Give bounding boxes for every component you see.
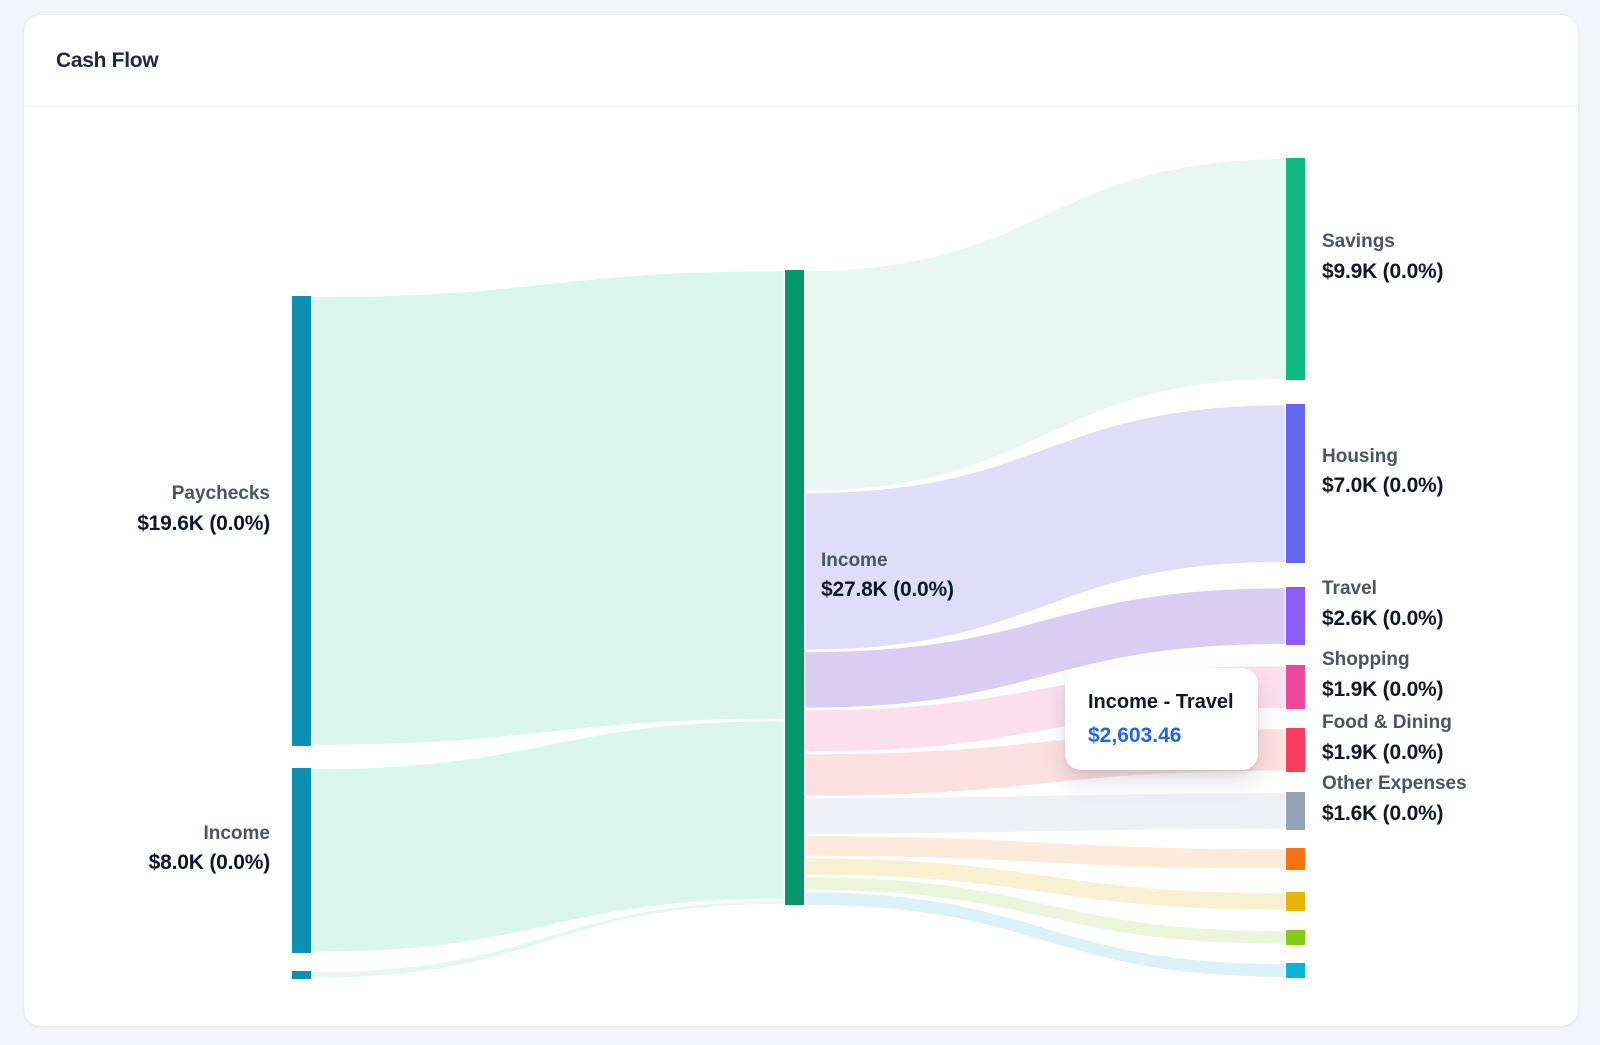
- flow-tooltip: Income - Travel $2,603.46: [1065, 668, 1258, 770]
- flow-income_src-income[interactable]: [309, 718, 787, 955]
- flow-paychecks-income[interactable]: [309, 268, 787, 748]
- node-paychecks[interactable]: [292, 296, 311, 746]
- flow-income-other_expenses[interactable]: [802, 790, 1288, 837]
- node-misc_cyan[interactable]: [1286, 963, 1305, 978]
- node-travel[interactable]: [1286, 587, 1305, 645]
- tooltip-value: $2,603.46: [1088, 724, 1182, 747]
- node-income_src[interactable]: [292, 768, 311, 953]
- node-misc_yellow[interactable]: [1286, 892, 1305, 911]
- card-header: Cash Flow: [24, 15, 1578, 107]
- card-title: Cash Flow: [56, 48, 159, 72]
- node-income[interactable]: [785, 270, 804, 905]
- tooltip-title: Income - Travel: [1088, 691, 1234, 713]
- node-food_dining[interactable]: [1286, 728, 1305, 772]
- node-housing[interactable]: [1286, 404, 1305, 563]
- node-misc_orange[interactable]: [1286, 848, 1305, 870]
- node-savings[interactable]: [1286, 158, 1305, 380]
- node-shopping[interactable]: [1286, 665, 1305, 709]
- node-other_expenses[interactable]: [1286, 792, 1305, 830]
- node-other_income[interactable]: [292, 971, 311, 979]
- node-misc_lime[interactable]: [1286, 930, 1305, 945]
